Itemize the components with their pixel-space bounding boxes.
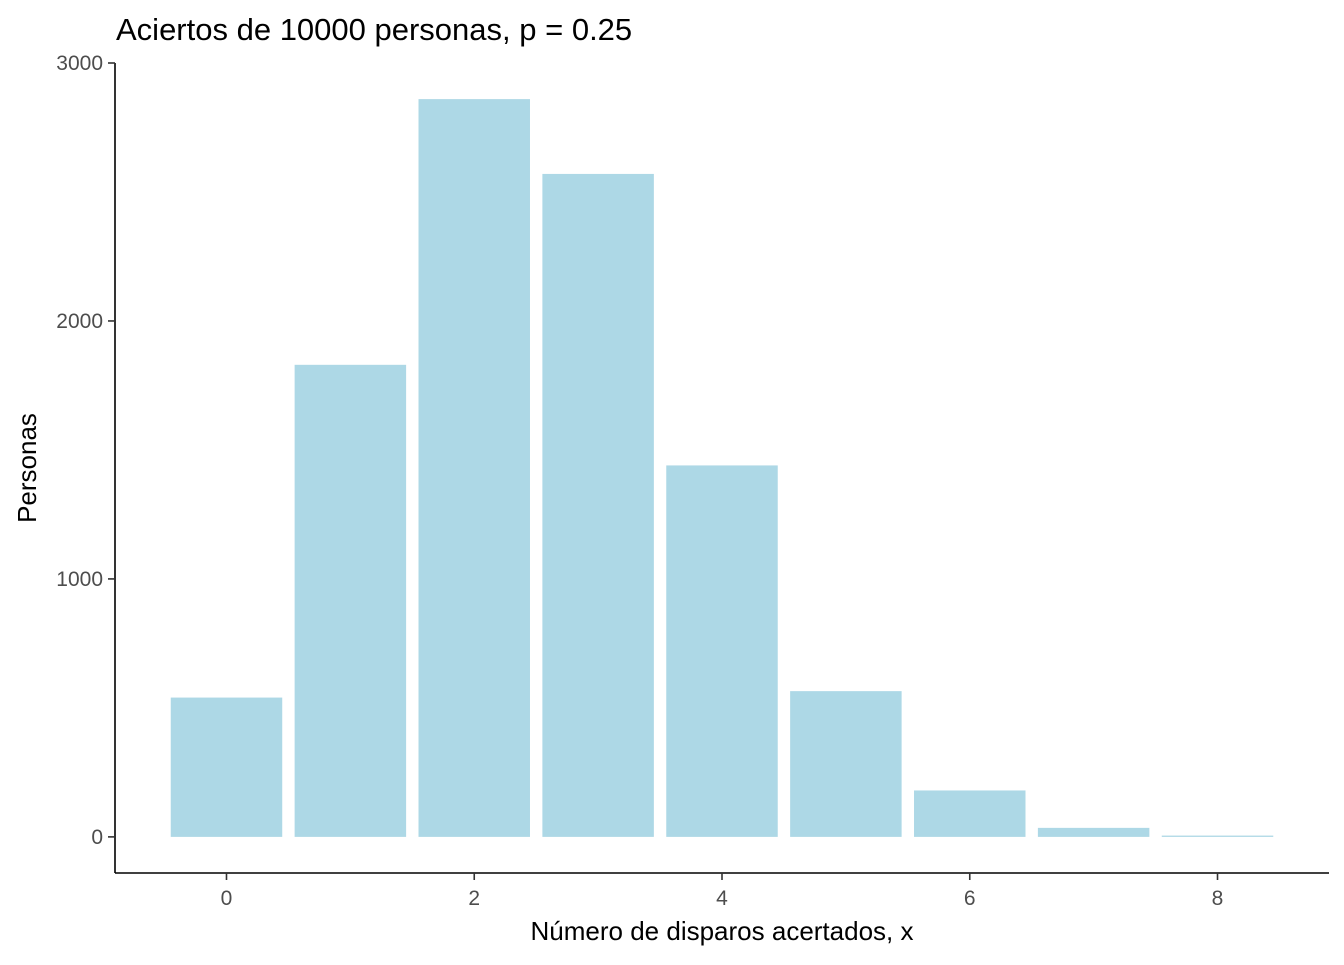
x-tick-label: 4 [716,887,728,910]
bar-x-1 [294,364,407,837]
bar-x-7 [1037,827,1150,837]
y-axis-title: Personas [12,413,42,523]
y-tick-label: 2000 [56,310,103,333]
x-tick-label: 8 [1212,887,1224,910]
y-tick-label: 0 [91,826,103,849]
x-tick-label: 6 [964,887,976,910]
y-tick-label: 1000 [56,568,103,591]
y-ticks-group: 0 1000 2000 3000 [56,52,115,849]
bar-x-4 [666,465,778,837]
bar-x-0 [170,697,283,837]
x-ticks-group: 0 2 4 6 8 [221,873,1224,910]
x-axis-title: Número de disparos acertados, x [531,916,914,946]
bars-group [170,99,1274,837]
bar-x-3 [542,173,654,837]
y-tick-label: 3000 [56,52,103,75]
x-tick-label: 2 [468,887,480,910]
x-tick-label: 0 [221,887,233,910]
bar-x-6 [914,790,1026,837]
chart-title: Aciertos de 10000 personas, p = 0.25 [116,12,632,47]
bar-x-8 [1161,835,1274,837]
bar-x-2 [418,99,530,837]
bar-x-5 [790,691,902,837]
